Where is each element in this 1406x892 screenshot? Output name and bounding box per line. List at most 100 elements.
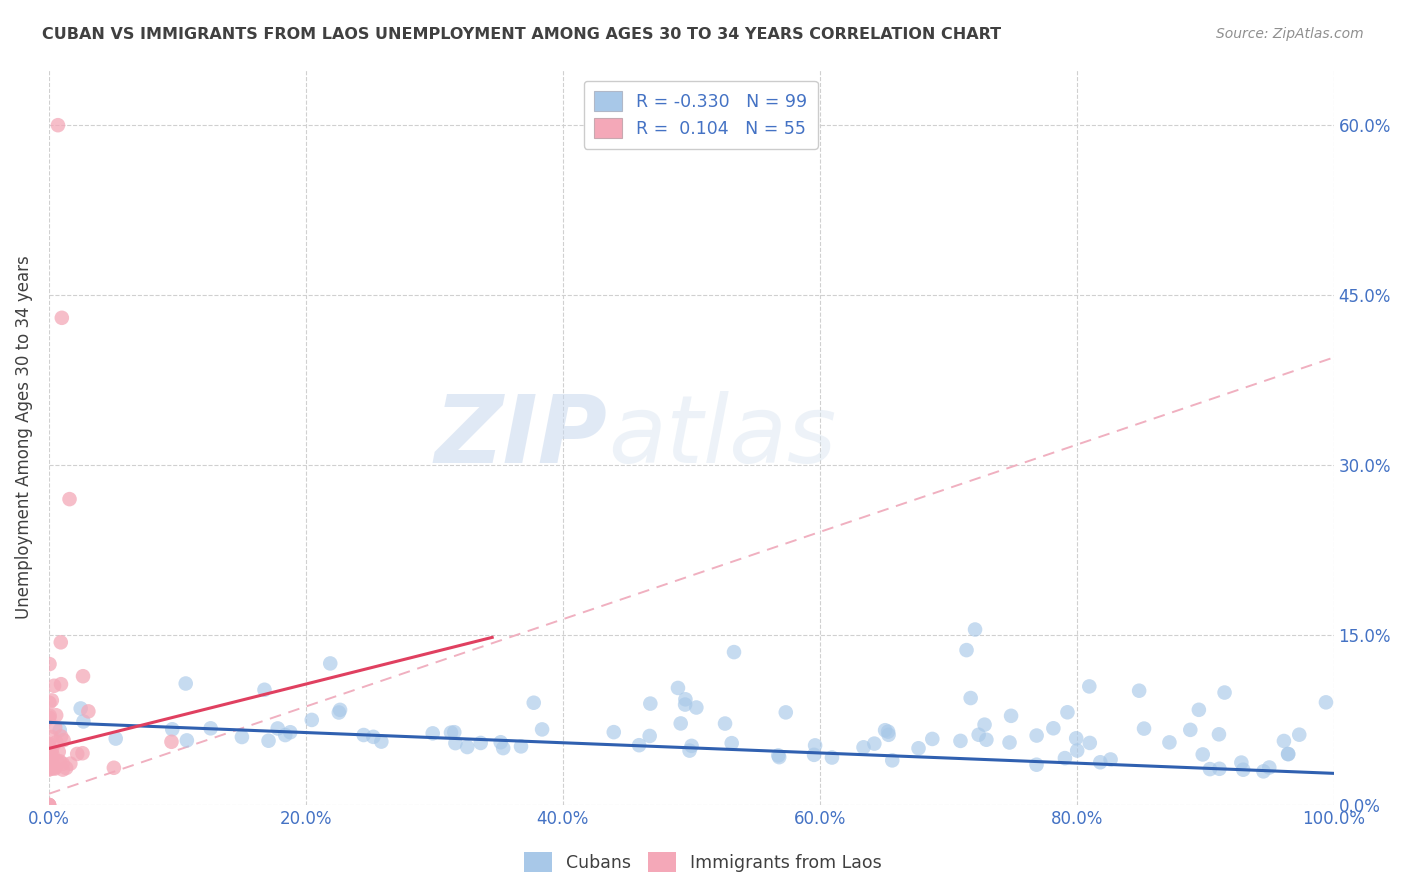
Point [444,736,467,750]
Point [1277,747,1299,761]
Point [1230,756,1253,770]
Point [38,657,60,672]
Point [1272,734,1295,748]
Point [1232,763,1254,777]
Point [456,739,478,754]
Point [998,735,1021,749]
Point [714,716,737,731]
Point [1025,729,1047,743]
Text: atlas: atlas [607,392,837,483]
Point [55,761,77,775]
Point [1053,751,1076,765]
Point [1000,708,1022,723]
Point [328,706,350,720]
Point [1025,757,1047,772]
Point [104,731,127,746]
Legend: Cubans, Immigrants from Laos: Cubans, Immigrants from Laos [517,845,889,879]
Point [1056,706,1078,720]
Point [38,751,60,765]
Point [69,701,91,715]
Point [267,722,290,736]
Point [42,760,65,774]
Text: ZIP: ZIP [434,391,607,483]
Point [38,696,60,710]
Point [38,798,60,813]
Point [38,798,60,813]
Point [775,706,797,720]
Point [66,747,89,761]
Point [176,733,198,747]
Point [301,713,323,727]
Point [949,734,972,748]
Point [52,756,75,771]
Point [1180,723,1202,737]
Point [51,310,73,325]
Point [41,743,63,757]
Point [38,742,60,756]
Point [640,697,662,711]
Point [46,118,69,132]
Point [59,756,82,771]
Point [38,711,60,725]
Point [638,729,661,743]
Point [52,733,75,747]
Point [973,717,995,731]
Point [1208,762,1230,776]
Point [673,698,696,712]
Point [678,743,700,757]
Point [1199,762,1222,776]
Point [1208,727,1230,741]
Point [1090,756,1112,770]
Point [440,725,463,739]
Point [160,735,183,749]
Point [673,692,696,706]
Point [329,703,352,717]
Point [685,700,707,714]
Point [363,730,385,744]
Point [44,761,66,775]
Point [38,798,60,813]
Point [38,710,60,724]
Point [49,635,72,649]
Point [49,677,72,691]
Point [1191,747,1213,762]
Point [723,645,745,659]
Point [967,728,990,742]
Point [48,723,70,738]
Point [72,746,94,760]
Point [44,721,66,735]
Point [875,723,897,738]
Legend: R = -0.330   N = 99, R =  0.104   N = 55: R = -0.330 N = 99, R = 0.104 N = 55 [583,81,817,149]
Point [48,754,70,768]
Point [278,725,301,739]
Point [877,724,900,739]
Point [72,669,94,683]
Point [38,798,60,813]
Point [1099,752,1122,766]
Point [1315,695,1337,709]
Point [39,747,62,762]
Point [41,730,63,744]
Point [1277,747,1299,761]
Point [48,745,70,759]
Point [1128,683,1150,698]
Point [1258,760,1281,774]
Point [38,739,60,753]
Point [44,762,66,776]
Point [1188,703,1211,717]
Y-axis label: Unemployment Among Ages 30 to 34 years: Unemployment Among Ages 30 to 34 years [15,255,32,619]
Point [852,740,875,755]
Point [103,761,125,775]
Point [907,741,929,756]
Point [42,761,65,775]
Point [38,758,60,772]
Point [42,679,65,693]
Point [370,734,392,748]
Point [174,676,197,690]
Point [38,763,60,777]
Point [666,681,689,695]
Point [274,728,297,742]
Point [319,657,342,671]
Point [41,748,63,763]
Point [1213,685,1236,699]
